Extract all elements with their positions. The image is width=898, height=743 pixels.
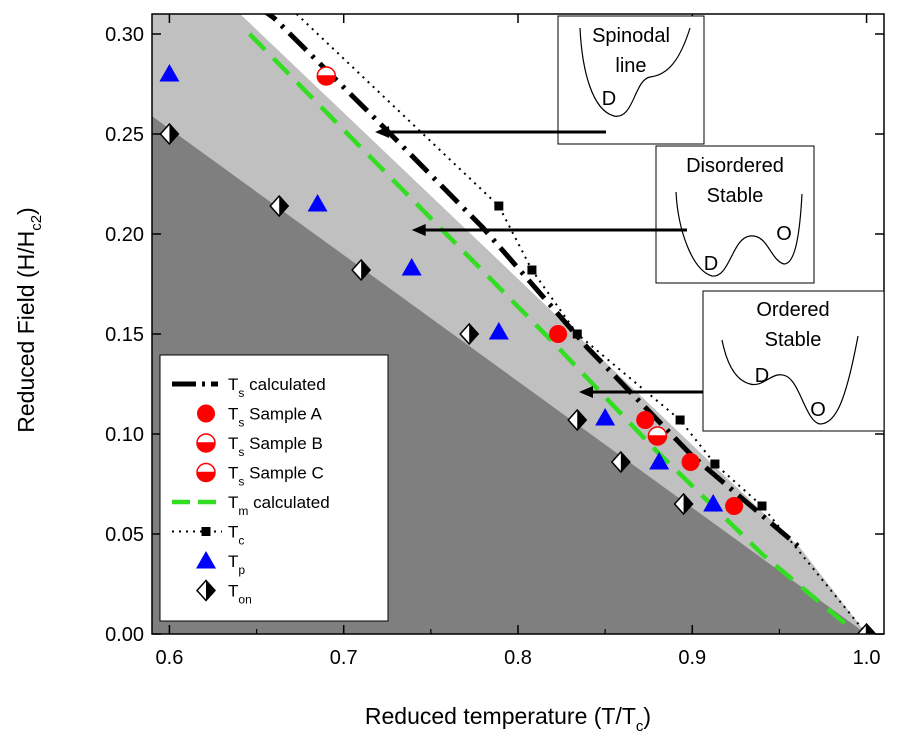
- tc-point: [572, 329, 582, 339]
- legend-marker-tp: [196, 551, 216, 569]
- axis-ticks: 0.6 0.7 0.8 0.9 1.0 0.00 0.05 0.10 0.15 0.20 0.25 0…: [105, 14, 884, 669]
- legend-item-ts_c: Ts Sample C: [196, 462, 324, 489]
- legend-item-ts_a: Ts Sample A: [197, 404, 323, 430]
- tc-point: [494, 201, 504, 211]
- tc-point: [527, 265, 537, 275]
- ts_a-point: [681, 453, 700, 471]
- inset-title-line: Stable: [765, 329, 822, 351]
- ts_b-point: [647, 426, 668, 446]
- tp-point: [159, 64, 180, 82]
- inset-well-label: O: [776, 223, 792, 245]
- y-tick-label: 0.20: [105, 224, 144, 246]
- ton-point: [159, 122, 180, 146]
- inset-title-line: Stable: [707, 185, 764, 207]
- inset-title-line: Disordered: [686, 155, 784, 177]
- tc-line: [295, 14, 868, 634]
- x-tick-label: 0.9: [678, 647, 706, 669]
- legend-marker-ts_b: [196, 433, 216, 453]
- arrow-disordered: [411, 224, 687, 236]
- legend: Ts calculated Ts Sample A Ts Sample B Ts Sa…: [159, 354, 389, 622]
- y-tick-label: 0.15: [105, 324, 144, 346]
- tp-point: [307, 194, 328, 212]
- y-tick-label: 0.10: [105, 424, 144, 446]
- inset-title-line: Ordered: [756, 299, 829, 321]
- ts_calc-line: [264, 14, 802, 550]
- arrow-spinodal: [375, 126, 606, 138]
- ts_a-point: [725, 497, 744, 515]
- inset-well-label: O: [810, 399, 826, 421]
- x-tick-label: 0.6: [156, 647, 184, 669]
- legend-label-tm_calc: Tm calculated: [228, 493, 330, 518]
- legend-item-tc: Tc: [172, 523, 244, 548]
- legend-item-tm_calc: Tm calculated: [172, 493, 330, 518]
- tp-point: [595, 408, 616, 426]
- x-tick-label: 0.7: [330, 647, 358, 669]
- energy-insets: Spinodal line D Disordered Stable D O Ordered St…: [375, 15, 885, 432]
- tp-point: [703, 494, 724, 512]
- legend-label-ton: Ton: [228, 582, 252, 607]
- ts_a-point: [636, 411, 655, 429]
- y-tick-label: 0.30: [105, 24, 144, 46]
- ts_a-point: [549, 325, 568, 343]
- y-axis-label: Reduced Field (H/Hc2): [13, 207, 45, 432]
- y-tick-label: 0.25: [105, 124, 144, 146]
- y-tick-label: 0.05: [105, 524, 144, 546]
- tp-point: [488, 322, 509, 340]
- tc-point: [757, 501, 767, 511]
- legend-item-ton: Ton: [195, 579, 252, 607]
- legend-label-tp: Tp: [228, 552, 245, 577]
- legend-marker-ts_c: [196, 462, 216, 483]
- y-tick-label: 0.00: [105, 624, 144, 646]
- series-layer: [159, 14, 877, 634]
- legend-label-ts_a: Ts Sample A: [228, 405, 323, 430]
- ton-point: [610, 450, 631, 474]
- ton-point: [459, 322, 480, 346]
- tm_calc-line: [247, 32, 848, 626]
- x-tick-label: 0.8: [504, 647, 532, 669]
- ton-point: [269, 194, 290, 218]
- tc-point: [675, 415, 685, 425]
- x-tick-label: 1.0: [853, 647, 881, 669]
- legend-item-ts_calc: Ts calculated: [172, 375, 326, 400]
- x-axis-label: Reduced temperature (T/Tc): [365, 703, 651, 735]
- legend-label-ts_c: Ts Sample C: [228, 464, 324, 489]
- ton-point: [673, 492, 694, 516]
- legend-marker-ton: [195, 579, 217, 602]
- inset-spinodal: Spinodal line D: [557, 15, 705, 145]
- inset-well-label: D: [704, 253, 718, 275]
- inset-ordered: Ordered Stable D O: [702, 290, 885, 432]
- legend-marker-ts_a: [197, 404, 215, 423]
- legend-box: [159, 354, 389, 622]
- ton-point: [567, 408, 588, 432]
- inset-well-label: D: [602, 88, 616, 110]
- arrow-ordered: [579, 386, 703, 398]
- energy-curve: [675, 191, 803, 277]
- inset-title-line: Spinodal: [592, 25, 670, 47]
- legend-item-tp: Tp: [196, 551, 245, 577]
- tp-point: [401, 258, 422, 276]
- energy-curve: [579, 27, 691, 117]
- ton-point: [351, 258, 372, 282]
- legend-label-tc: Tc: [228, 523, 244, 548]
- inset-title-line: line: [615, 55, 646, 77]
- tc-point: [710, 459, 720, 469]
- legend-label-ts_b: Ts Sample B: [228, 434, 323, 459]
- legend-label-ts_calc: Ts calculated: [228, 375, 326, 400]
- energy-curve: [721, 335, 859, 425]
- ts_c-point: [316, 66, 337, 86]
- inset-disordered: Disordered Stable D O: [655, 145, 815, 284]
- legend-marker-tc: [201, 527, 211, 536]
- legend-item-ts_b: Ts Sample B: [196, 433, 323, 459]
- tp-point: [649, 452, 670, 470]
- inset-well-label: D: [755, 365, 769, 387]
